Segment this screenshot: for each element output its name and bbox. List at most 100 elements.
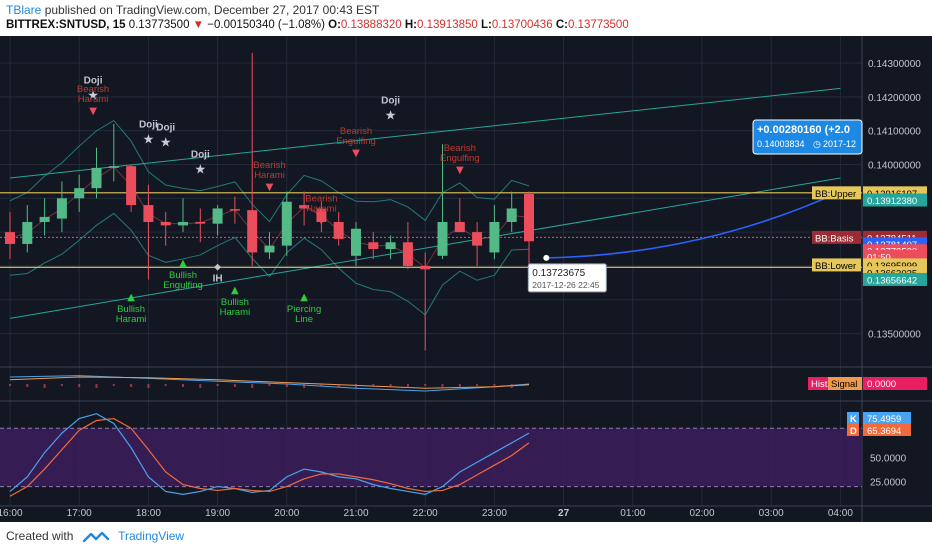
doji-label: Doji [156,123,175,134]
hist-tag-label: Hist [811,379,828,390]
published-text: published on TradingView.com, December 2… [44,3,380,17]
doji-label: Doji [381,96,400,107]
low-label: L: [480,19,492,31]
price-label-value: 01:50 [867,252,891,263]
stoch-band-fill [0,428,862,487]
stochastic-panel[interactable] [0,413,862,497]
candle-body[interactable] [39,216,50,222]
bearish-arrow-icon: ▼ [352,148,360,159]
candle-body[interactable] [281,201,292,246]
candle-body[interactable] [402,242,413,266]
time-tick-label: 03:00 [759,508,784,519]
candle-body[interactable] [22,221,33,244]
candle-body[interactable] [316,208,327,222]
created-with: Created with TradingView [6,529,184,544]
trend-line-lower[interactable] [9,177,841,319]
price-label-value: 0.13656642 [867,275,917,286]
price-tick-label: 0.14200000 [868,93,921,104]
candle-body[interactable] [74,188,85,199]
candle-body[interactable] [351,228,361,256]
candle-body[interactable] [264,245,275,253]
candle-body[interactable] [524,193,534,242]
bearish-arrow-icon: ▼ [456,165,464,176]
candle-body[interactable] [108,166,119,168]
candle-body[interactable] [454,221,465,233]
stoch-d-line[interactable] [9,417,530,497]
indicator-tag-bg [812,186,861,200]
symbol-label: BITTREX:SNTUSD, 15 [6,19,126,31]
bullish-pattern-label: Piercing Line [287,304,321,325]
bullish-arrow-icon: ▲ [231,285,239,296]
candle-body[interactable] [506,208,517,222]
time-tick-label: 01:00 [620,508,645,519]
open-label: O: [328,19,341,31]
ih-marker-icon: ◆ [214,262,221,272]
indicator-tag-label: BB:Basis [815,233,854,244]
macd-value-label: 0.0000 [867,379,896,390]
candle-body[interactable] [229,209,240,211]
candle-body[interactable] [385,242,396,250]
candle-body[interactable] [5,232,15,244]
candle-body[interactable] [160,221,171,226]
bearish-pattern-label: Bearish Engulfing [336,126,376,147]
macd-value-bg [863,377,927,390]
time-tick-label: 27 [558,508,570,519]
candle-body[interactable] [420,265,431,270]
macd-series-line [9,376,530,389]
stoch-legend-value-bg [863,424,911,436]
bullish-pattern-label: Bullish Engulfing [163,270,203,291]
created-with-text: Created with [6,529,74,543]
price-label-bg [863,272,927,286]
close-label: C: [555,19,568,31]
axes: 0.14300000 0.14200000 0.14100000 0.14000000… [0,59,927,519]
bullish-arrow-icon: ▲ [179,258,187,269]
signal-tag-label: Signal [831,379,857,390]
trend-line-upper[interactable] [9,87,841,179]
projection-info-box[interactable] [752,119,863,155]
candle-body[interactable] [91,167,102,189]
candle-body[interactable] [368,242,379,250]
time-tick-label: 22:00 [413,508,438,519]
projection-price-text: 0.14003834 [757,139,805,149]
candle-body[interactable] [333,221,344,239]
macd-panel[interactable]: Hist Signal 0.0000 [9,375,927,392]
candle-body[interactable] [247,210,258,253]
stoch-k-line[interactable] [9,413,530,495]
bullish-pattern-label: Bullish Harami [220,297,251,318]
projection-line[interactable] [546,190,841,259]
author-link[interactable]: TBlare [6,3,42,17]
candle-body[interactable] [143,205,154,222]
chart-header: TBlare published on TradingView.com, Dec… [0,0,932,36]
bearish-arrow-icon: ▼ [89,106,97,117]
candle-body[interactable] [178,221,188,226]
last-price: 0.13773500 [128,19,190,31]
down-arrow-icon: ▼ [192,19,205,31]
candle-body[interactable] [437,221,448,256]
candle-body[interactable] [126,166,137,206]
stoch-legend-key: K [850,414,857,425]
projection-anchor-point[interactable] [543,254,550,261]
candle-body[interactable] [472,232,483,246]
doji-star-icon: ★ [87,88,99,103]
tradingview-brand[interactable]: TradingView [118,529,185,543]
stoch-tick-label: 50.0000 [870,453,907,464]
tooltip-value: 0.13723675 [532,268,585,279]
stoch-legend-key-bg [847,424,859,436]
chart-footer: Created with TradingView [0,522,932,550]
bearish-pattern-label: Bearish Harami [305,194,337,215]
price-tick-label: 0.14000000 [868,160,921,171]
time-tick-label: 23:00 [482,508,507,519]
projection-date-text: 2017-12 [823,139,856,149]
doji-star-icon: ★ [143,132,155,147]
clock-icon: ◷ [813,140,821,150]
candle-body[interactable] [195,221,206,224]
tooltip-time: 2017-12-26 22:45 [532,280,599,290]
candle-body[interactable] [489,221,500,253]
candle-body[interactable] [299,205,310,209]
time-tick-label: 02:00 [689,508,714,519]
candle-body[interactable] [56,198,67,219]
bearish-pattern-label: Bearish Engulfing [440,143,480,164]
candle-body[interactable] [212,208,223,224]
